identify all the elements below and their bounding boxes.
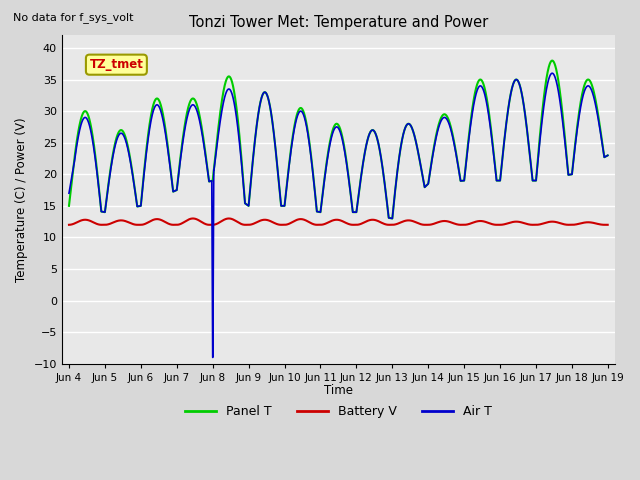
Text: No data for f_sys_volt: No data for f_sys_volt (13, 12, 133, 23)
Text: TZ_tmet: TZ_tmet (90, 58, 143, 71)
Y-axis label: Temperature (C) / Power (V): Temperature (C) / Power (V) (15, 117, 28, 282)
X-axis label: Time: Time (324, 384, 353, 397)
Title: Tonzi Tower Met: Temperature and Power: Tonzi Tower Met: Temperature and Power (189, 15, 488, 30)
Legend: Panel T, Battery V, Air T: Panel T, Battery V, Air T (180, 400, 497, 423)
